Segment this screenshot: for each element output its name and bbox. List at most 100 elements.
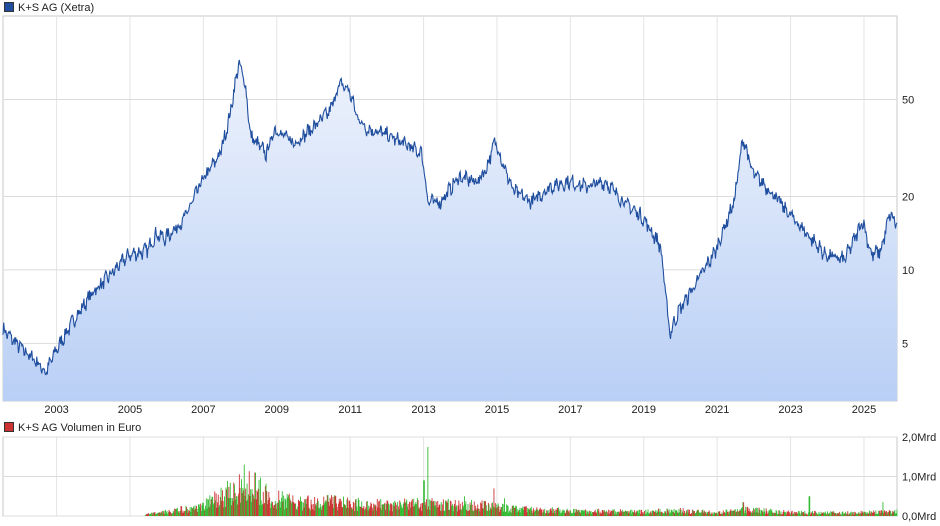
volume-bar xyxy=(455,506,457,516)
volume-bar xyxy=(265,483,267,516)
volume-bar xyxy=(840,514,842,516)
volume-bar xyxy=(271,501,273,516)
volume-bar xyxy=(878,510,880,516)
volume-bar xyxy=(332,496,334,516)
volume-bar xyxy=(628,511,630,516)
volume-bar xyxy=(879,510,880,516)
volume-bar xyxy=(814,511,816,516)
volume-bar xyxy=(833,512,835,516)
volume-bar xyxy=(411,499,413,516)
volume-bar xyxy=(489,510,491,516)
volume-bar xyxy=(224,507,226,516)
volume-bar xyxy=(731,511,733,516)
volume-bar xyxy=(763,508,765,516)
volume-bar xyxy=(630,509,631,516)
volume-bar xyxy=(817,514,818,516)
volume-bar xyxy=(686,509,688,516)
volume-bar xyxy=(144,515,146,516)
volume-bar xyxy=(234,493,236,516)
volume-bar xyxy=(371,503,372,516)
volume-bar xyxy=(421,502,423,516)
volume-bar xyxy=(793,513,794,516)
volume-bar xyxy=(504,498,505,516)
volume-bar xyxy=(847,511,849,516)
volume-bar xyxy=(312,509,313,516)
volume-bar xyxy=(674,513,676,516)
volume-bar xyxy=(416,504,418,516)
volume-bar xyxy=(760,510,762,516)
volume-bar xyxy=(793,511,795,516)
volume-bar xyxy=(665,511,666,516)
volume-bar xyxy=(486,510,488,516)
volume-bar xyxy=(248,494,249,516)
volume-bar xyxy=(381,504,383,516)
volume-bar xyxy=(724,512,726,516)
volume-bar xyxy=(575,512,576,516)
volume-bar xyxy=(245,501,247,516)
volume-bar xyxy=(292,495,294,516)
volume-bar xyxy=(350,508,352,516)
volume-bar xyxy=(207,499,209,516)
volume-bar xyxy=(791,511,792,516)
volume-bar xyxy=(804,510,806,516)
volume-bar xyxy=(386,500,388,516)
volume-bar xyxy=(670,512,671,516)
volume-bar xyxy=(369,508,370,516)
volume-bar xyxy=(336,503,337,516)
volume-bar xyxy=(751,513,753,516)
volume-bar xyxy=(337,510,339,516)
volume-bar xyxy=(689,509,690,516)
volume-bar xyxy=(740,510,742,516)
volume-bar xyxy=(428,499,430,516)
volume-bar xyxy=(510,508,512,516)
volume-bar xyxy=(574,509,576,516)
volume-bar xyxy=(521,508,523,516)
volume-bar xyxy=(387,500,389,516)
volume-bar xyxy=(414,505,415,516)
volume-bar xyxy=(730,509,732,516)
volume-bar xyxy=(788,510,790,516)
volume-bar xyxy=(746,506,748,516)
volume-bar xyxy=(537,511,539,516)
volume-bar xyxy=(177,512,179,516)
volume-bar xyxy=(149,514,151,516)
volume-bar xyxy=(618,511,619,516)
volume-bar xyxy=(468,510,470,516)
volume-bar xyxy=(362,507,364,516)
volume-bar xyxy=(227,480,228,516)
volume-bar xyxy=(817,514,819,516)
volume-bar xyxy=(244,495,246,516)
volume-bar xyxy=(760,513,761,516)
volume-bar xyxy=(408,509,410,516)
volume-bar xyxy=(452,504,453,516)
volume-bar xyxy=(327,495,329,516)
volume-bar xyxy=(347,507,349,516)
volume-bar xyxy=(831,511,832,516)
volume-bar xyxy=(819,514,821,516)
volume-bar xyxy=(538,509,540,516)
volume-bar xyxy=(238,493,240,516)
volume-bar xyxy=(155,513,157,516)
volume-bar xyxy=(863,511,865,516)
volume-bar xyxy=(255,499,257,516)
volume-bar xyxy=(695,513,697,516)
volume-bar xyxy=(463,505,465,516)
volume-bar xyxy=(475,505,477,516)
volume-bar xyxy=(691,509,693,516)
volume-bar xyxy=(598,508,600,516)
volume-bar xyxy=(737,511,739,516)
volume-bar xyxy=(431,498,433,516)
volume-bar xyxy=(762,511,764,516)
volume-bar xyxy=(672,512,674,516)
volume-bar xyxy=(206,508,208,516)
volume-bar xyxy=(472,510,474,516)
volume-bar xyxy=(524,506,526,516)
volume-bar xyxy=(789,514,791,516)
volume-bar xyxy=(236,504,238,516)
volume-bar xyxy=(283,495,285,516)
volume-bar xyxy=(301,502,303,516)
volume-bar xyxy=(728,513,730,516)
volume-bar xyxy=(752,510,754,516)
volume-bar xyxy=(291,503,292,516)
volume-bar xyxy=(381,509,382,516)
